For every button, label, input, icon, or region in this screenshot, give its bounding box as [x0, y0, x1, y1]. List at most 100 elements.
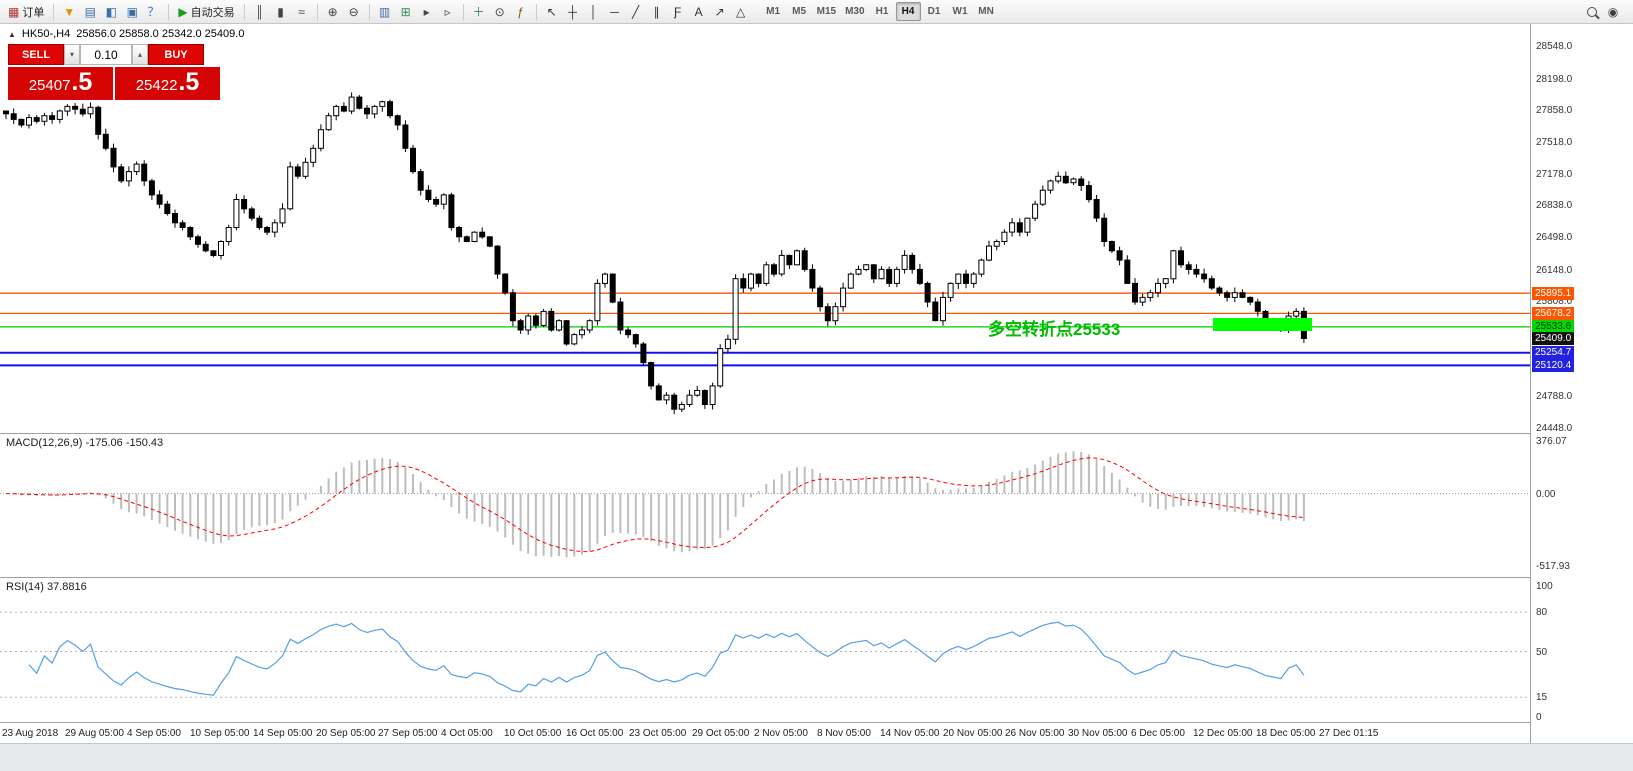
time-axis-label: 27 Sep 05:00: [378, 728, 438, 739]
autotrading-button[interactable]: ▶ 自动交易: [174, 2, 238, 22]
timeframe-h1-button[interactable]: H1: [870, 2, 895, 21]
candle: [494, 245, 501, 275]
candle: [1247, 296, 1254, 303]
help-button[interactable]: ？: [143, 2, 163, 22]
candle: [940, 296, 946, 322]
price-axis[interactable]: 28548.0 28198.0 27858.0 27518.0 27178.0 26838…: [1530, 24, 1633, 743]
profiles-button[interactable]: ⊙: [490, 2, 510, 22]
time-axis-label: 30 Nov 05:00: [1068, 728, 1128, 739]
crosshair-button[interactable]: ┼: [563, 2, 583, 22]
candlestick-type-button[interactable]: ▮: [271, 2, 291, 22]
candle: [72, 105, 79, 110]
time-axis-label: 2 Nov 05:00: [754, 728, 808, 739]
timeframe-h4-button[interactable]: H4: [895, 2, 921, 21]
candle: [356, 96, 363, 109]
candle: [225, 227, 232, 242]
time-axis-label: 10 Oct 05:00: [504, 728, 562, 739]
timeframe-mn-button[interactable]: MN: [974, 2, 999, 21]
candle: [41, 115, 48, 122]
vertical-line-icon: │: [589, 4, 598, 19]
navigator-button[interactable]: ◧: [101, 2, 121, 22]
candle: [410, 147, 416, 173]
text-button[interactable]: A: [689, 2, 709, 22]
candle: [10, 113, 17, 120]
candle: [617, 301, 624, 331]
time-axis[interactable]: 23 Aug 2018 29 Aug 05:00 4 Sep 05:00 10 Sep…: [0, 723, 1633, 743]
candle: [509, 292, 516, 322]
timeframe-m15-button[interactable]: M15: [813, 2, 840, 21]
toolbar-separator: [462, 3, 464, 20]
candle: [202, 243, 209, 252]
one-click-panel-toggle[interactable]: ▲: [8, 29, 16, 39]
market-watch-button[interactable]: ▼: [59, 2, 79, 22]
terminal-button[interactable]: ▣: [122, 2, 142, 22]
cursor-button[interactable]: ↖: [542, 2, 562, 22]
candle: [402, 124, 409, 149]
search-button[interactable]: [1582, 2, 1602, 22]
price-tag-25409.0: 25409.0: [1532, 332, 1575, 345]
buy-price-box[interactable]: 25422.5: [115, 67, 220, 100]
timeframe-m30-button[interactable]: M30: [841, 2, 868, 21]
zoom-in-button[interactable]: ⊕: [323, 2, 343, 22]
volume-input[interactable]: [80, 44, 132, 65]
fibonacci-button[interactable]: Ƒ: [668, 2, 688, 22]
candle: [102, 133, 109, 149]
macd-panel-title: MACD(12,26,9) -175.06 -150.43: [6, 437, 164, 449]
timeframe-w1-button[interactable]: W1: [948, 2, 973, 21]
macd-panel[interactable]: [0, 434, 1530, 577]
arrows-button[interactable]: ↗: [710, 2, 730, 22]
candle: [256, 217, 263, 228]
rsi-panel-separator[interactable]: [0, 577, 1633, 578]
vertical-line-button[interactable]: │: [584, 2, 604, 22]
candle: [241, 199, 248, 210]
grid-button[interactable]: ⊞: [396, 2, 416, 22]
community-button[interactable]: ◉: [1603, 2, 1623, 22]
candle: [655, 385, 662, 401]
data-window-button[interactable]: ▤: [80, 2, 100, 22]
sell-button[interactable]: SELL: [8, 44, 64, 65]
candle: [1132, 282, 1138, 303]
candle: [548, 310, 555, 331]
timeframe-m1-button[interactable]: M1: [761, 2, 786, 21]
autoscroll-button[interactable]: ▸: [417, 2, 437, 22]
candle: [817, 287, 824, 308]
zoom-out-button[interactable]: ⊖: [344, 2, 364, 22]
rsi-panel[interactable]: [0, 578, 1530, 722]
line-chart-type-button[interactable]: ≈: [292, 2, 312, 22]
new-chart-button[interactable]: ＋: [469, 2, 489, 22]
indicators-button[interactable]: ƒ: [511, 2, 531, 22]
shapes-button[interactable]: △: [731, 2, 751, 22]
candle: [878, 268, 885, 280]
candle: [471, 231, 478, 242]
candle: [724, 338, 731, 350]
price-tag-25678.2: 25678.2: [1532, 307, 1575, 320]
channel-button[interactable]: ∥: [647, 2, 667, 22]
main-price-chart[interactable]: 多空转折点25533: [0, 24, 1530, 433]
candle: [33, 117, 40, 122]
buy-button[interactable]: BUY: [148, 44, 204, 65]
sell-price-box[interactable]: 25407.5: [8, 67, 113, 100]
horizontal-line-button[interactable]: ─: [605, 2, 625, 22]
candle: [463, 236, 470, 243]
highlight-zone[interactable]: [1213, 318, 1312, 331]
volume-increase-button[interactable]: ▴: [132, 44, 148, 65]
timeframe-m5-button[interactable]: M5: [787, 2, 812, 21]
trendline-button[interactable]: ╱: [626, 2, 646, 22]
bar-chart-type-button[interactable]: ║: [250, 2, 270, 22]
candle: [479, 231, 486, 238]
volume-decrease-button[interactable]: ▾: [64, 44, 80, 65]
candle: [755, 273, 762, 284]
timeframe-d1-button[interactable]: D1: [922, 2, 947, 21]
time-axis-label: 6 Dec 05:00: [1131, 728, 1185, 739]
candle: [602, 273, 608, 284]
new-order-button[interactable]: ▦ 订单: [4, 2, 48, 22]
chart-annotation[interactable]: 多空转折点25533: [988, 319, 1120, 339]
tile-windows-button[interactable]: ▥: [375, 2, 395, 22]
chart-shift-button[interactable]: ▹: [438, 2, 458, 22]
chart-symbol-header: ▲ HK50-,H4 25856.0 25858.0 25342.0 25409…: [8, 28, 244, 40]
navigator-icon: ◧: [105, 4, 118, 19]
candle: [916, 268, 923, 284]
time-axis-label: 18 Dec 05:00: [1256, 728, 1316, 739]
macd-panel-separator[interactable]: [0, 433, 1633, 434]
candle: [517, 320, 524, 331]
